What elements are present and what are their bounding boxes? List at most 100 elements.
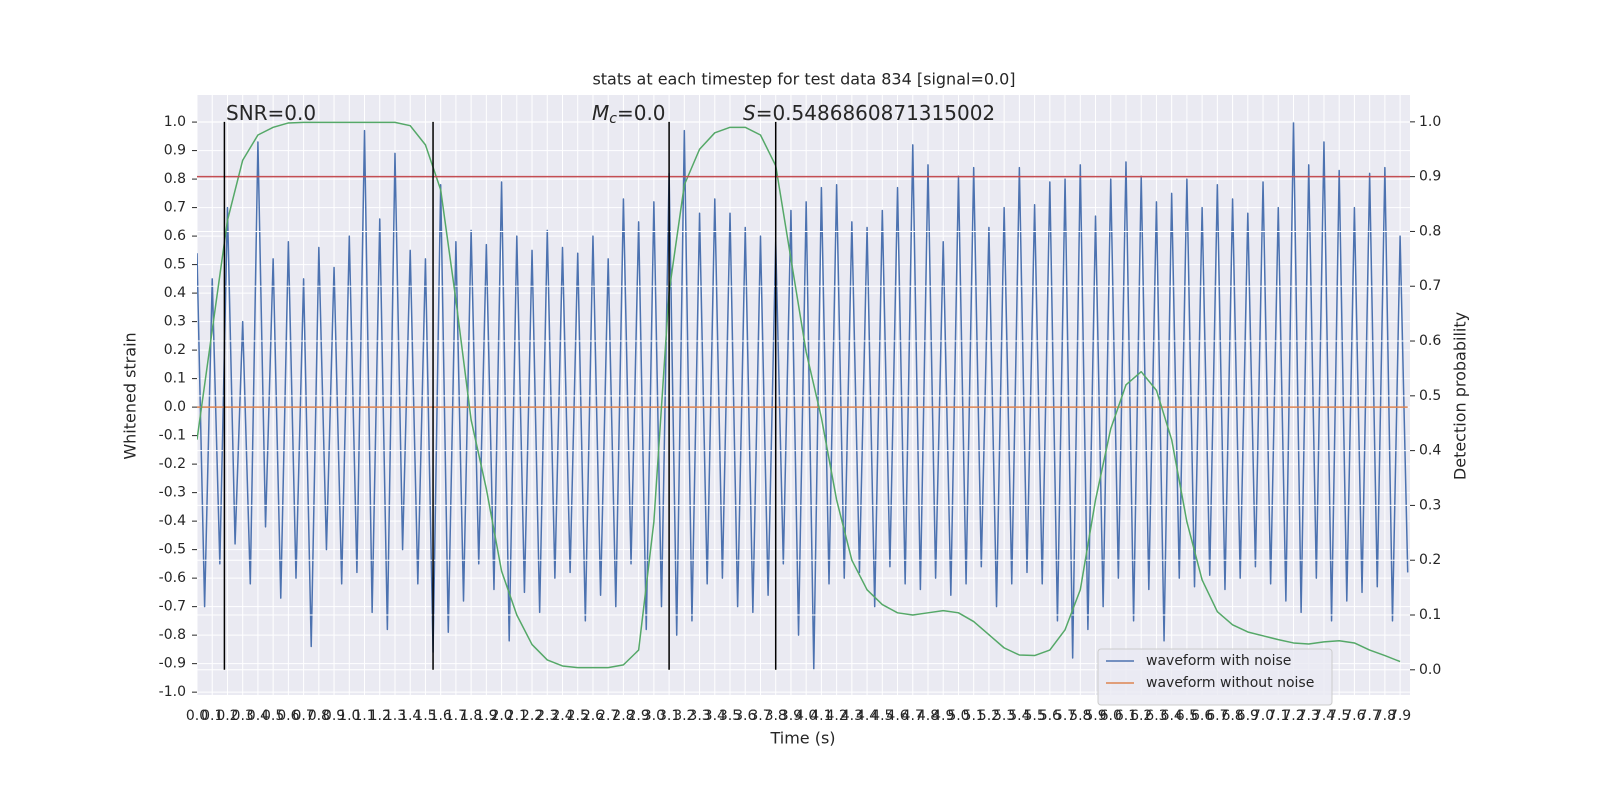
x-tick-label: 5.9	[1084, 708, 1106, 724]
y2-tick-label: 0.6	[1419, 333, 1441, 349]
x-tick-label: 4.9	[932, 708, 954, 724]
x-tick-label: 3.5	[719, 708, 741, 724]
x-tick-label: 7.5	[1328, 708, 1350, 724]
x-tick-label: 0.0	[186, 708, 208, 724]
x-tick-label: 2.4	[551, 708, 573, 724]
legend-label: waveform without noise	[1146, 675, 1314, 691]
y-tick-label: -0.4	[159, 513, 186, 529]
waveform-line	[197, 121, 1409, 671]
x-tick-label: 4.2	[825, 708, 847, 724]
y-tick-label: -0.5	[159, 542, 186, 558]
x-tick-label: 7.9	[1389, 708, 1411, 724]
y-tick-label: 1.0	[164, 114, 186, 130]
y2-tick-label: 0.7	[1419, 278, 1441, 294]
annotation: Mc=0.0	[592, 101, 666, 128]
y2-axis-label: Detection probability	[1451, 312, 1470, 480]
x-tick-label: 3.8	[765, 708, 787, 724]
y-tick-label: -0.8	[159, 627, 186, 643]
x-tick-label: 7.2	[1282, 708, 1304, 724]
x-tick-label: 1.8	[460, 708, 482, 724]
x-tick-label: 6.1	[1115, 708, 1137, 724]
y2-tick-label: 0.2	[1419, 552, 1441, 568]
x-tick-label: 5.2	[978, 708, 1000, 724]
y-tick-label: 0.6	[164, 228, 186, 244]
x-tick-label: 7.6	[1343, 708, 1365, 724]
y2-tick-label: 0.8	[1419, 223, 1441, 239]
x-tick-label: 1.6	[430, 708, 452, 724]
y-tick-label: 0.1	[164, 371, 186, 387]
legend: waveform with noise waveform without nois…	[1097, 648, 1333, 706]
y-tick-label: 0.0	[164, 399, 186, 415]
x-tick-label: 6.3	[1145, 708, 1167, 724]
y-tick-label: -0.2	[159, 456, 186, 472]
x-tick-label: 5.5	[1023, 708, 1045, 724]
y-tick-label: 0.7	[164, 200, 186, 216]
y2-tick-label: 0.3	[1419, 497, 1441, 513]
y-axis-label: Whitened strain	[121, 332, 140, 459]
x-tick-label: 0.2	[216, 708, 238, 724]
x-tick-label: 2.9	[628, 708, 650, 724]
x-tick-label: 1.3	[384, 708, 406, 724]
x-tick-label: 5.8	[1069, 708, 1091, 724]
x-tick-label: 2.2	[521, 708, 543, 724]
x-tick-label: 1.1	[353, 708, 375, 724]
y-tick-label: 0.5	[164, 257, 186, 273]
x-tick-label: 6.5	[1176, 708, 1198, 724]
x-tick-label: 2.1	[506, 708, 528, 724]
y2-tick-label: 0.0	[1419, 662, 1441, 678]
x-tick-label: 1.0	[338, 708, 360, 724]
x-tick-label: 1.4	[399, 708, 421, 724]
x-tick-label: 2.5	[567, 708, 589, 724]
data-below	[197, 121, 1409, 671]
annotation-symbol: M	[592, 101, 609, 125]
x-tick-label: 0.4	[247, 708, 269, 724]
y-tick-label: 0.8	[164, 171, 186, 187]
x-tick-label: 0.5	[262, 708, 284, 724]
data-above	[197, 121, 1410, 670]
y2-tick-label: 0.1	[1419, 607, 1441, 623]
x-tick-label: 4.4	[856, 708, 878, 724]
x-tick-label: 3.2	[673, 708, 695, 724]
x-tick-label: 5.4	[1008, 708, 1030, 724]
x-tick-label: 4.1	[810, 708, 832, 724]
x-tick-label: 6.8	[1221, 708, 1243, 724]
x-tick-label: 1.2	[369, 708, 391, 724]
y2-tick-label: 0.4	[1419, 443, 1441, 459]
x-tick-label: 6.7	[1206, 708, 1228, 724]
annotation-text: SNR=0.0	[226, 101, 316, 125]
x-tick-label: 7.1	[1267, 708, 1289, 724]
x-tick-label: 2.8	[612, 708, 634, 724]
x-tick-label: 2.7	[597, 708, 619, 724]
y-tick-label: -0.9	[159, 656, 186, 672]
y2-tick-label: 0.5	[1419, 388, 1441, 404]
x-tick-label: 5.3	[993, 708, 1015, 724]
x-tick-label: 5.0	[947, 708, 969, 724]
y-tick-label: -0.1	[159, 428, 186, 444]
annotation-text: =0.0	[617, 101, 666, 125]
x-tick-label: 4.0	[795, 708, 817, 724]
x-tick-label: 6.2	[1130, 708, 1152, 724]
x-tick-label: 4.3	[841, 708, 863, 724]
annotation-text: =0.5486860871315002	[756, 101, 995, 125]
x-tick-label: 5.6	[1039, 708, 1061, 724]
x-tick-label: 6.9	[1237, 708, 1259, 724]
x-tick-label: 3.0	[643, 708, 665, 724]
legend-box	[1097, 648, 1333, 706]
y-tick-label: 0.9	[164, 143, 186, 159]
x-tick-label: 3.9	[780, 708, 802, 724]
annotation: S=0.5486860871315002	[743, 101, 995, 125]
annotation-symbol: S	[743, 101, 756, 125]
y2-tick-label: 0.9	[1419, 169, 1441, 185]
x-tick-label: 3.3	[688, 708, 710, 724]
x-tick-label: 2.0	[490, 708, 512, 724]
x-tick-label: 4.6	[886, 708, 908, 724]
x-tick-label: 1.5	[414, 708, 436, 724]
x-tick-label: 0.7	[292, 708, 314, 724]
probability-line	[197, 121, 1401, 669]
x-tick-label: 3.6	[734, 708, 756, 724]
annotation-subscript: c	[609, 111, 617, 127]
x-tick-label: 3.4	[704, 708, 726, 724]
x-tick-label: 5.7	[1054, 708, 1076, 724]
x-tick-label: 5.1	[963, 708, 985, 724]
